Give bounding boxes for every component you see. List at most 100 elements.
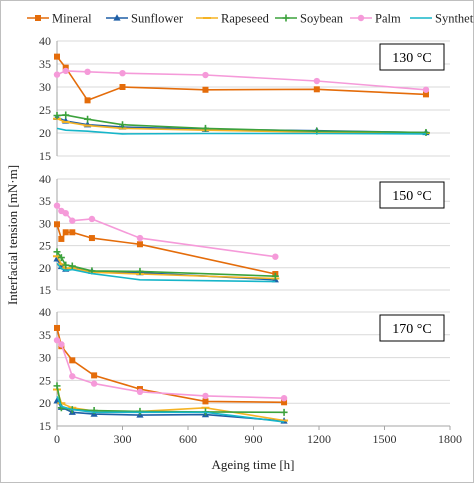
data-point <box>422 86 430 93</box>
series-line <box>56 56 427 102</box>
y-tick-label: 40 <box>39 34 51 48</box>
data-point <box>202 71 209 79</box>
data-point <box>119 84 126 90</box>
label-box <box>379 181 445 209</box>
y-tick-label: 15 <box>39 283 51 297</box>
data-point <box>119 121 126 129</box>
data-point <box>271 272 279 280</box>
series-line <box>56 262 276 283</box>
data-point <box>58 341 65 348</box>
y-tick-label: 20 <box>39 261 51 275</box>
x-tick-label: 900 <box>245 432 263 446</box>
panel-2: 15 20 25 30 35 40 150 °C <box>39 172 450 297</box>
legend: Mineral Sunflower Rapeseed Soybean Palm Synth… <box>27 12 474 26</box>
legend-label: Sunflower <box>131 12 184 26</box>
data-point <box>90 380 98 387</box>
series-synthetic <box>56 262 276 283</box>
label-text: 150 °C <box>392 189 431 204</box>
data-point <box>202 398 209 405</box>
data-point <box>202 86 209 93</box>
data-point <box>136 234 144 242</box>
data-point <box>54 221 60 228</box>
x-axis: 0 300 600 900 1200 1500 1800 <box>54 425 462 446</box>
y-tick-label: 25 <box>39 239 51 253</box>
data-point <box>62 209 69 217</box>
data-point <box>53 248 61 256</box>
y-tick-label: 15 <box>39 149 51 163</box>
panel-3: 15 20 25 30 35 40 170 °C <box>39 305 450 433</box>
data-point <box>62 111 70 119</box>
data-point <box>201 124 209 132</box>
data-point <box>136 388 144 395</box>
data-point <box>53 382 61 390</box>
label-text: 130 °C <box>392 51 431 66</box>
series-sunflower <box>53 255 279 283</box>
y-tick-label: 35 <box>39 194 51 208</box>
y-tick-label: 25 <box>39 103 51 117</box>
legend-marker <box>35 15 41 21</box>
x-tick-label: 0 <box>54 432 60 446</box>
data-point <box>62 229 69 236</box>
series-line <box>56 396 285 423</box>
data-point <box>280 408 288 416</box>
series-synthetic <box>56 127 427 135</box>
series-palm <box>53 337 288 402</box>
data-point <box>84 115 92 123</box>
series-line <box>56 205 276 258</box>
data-point <box>53 202 61 209</box>
data-point <box>69 357 76 364</box>
y-tick-label: 30 <box>39 351 51 365</box>
series-line <box>56 385 285 414</box>
y-tick-label: 20 <box>39 126 51 140</box>
data-point <box>136 241 143 248</box>
x-tick-label: 300 <box>114 432 132 446</box>
series-soybean <box>53 248 279 280</box>
y-tick-label: 40 <box>39 305 51 319</box>
series-line <box>56 339 285 399</box>
data-point <box>54 324 60 331</box>
series-synthetic <box>56 396 285 423</box>
y-tick-label: 20 <box>39 396 51 410</box>
legend-marker <box>113 14 121 21</box>
data-point <box>136 267 144 275</box>
data-point <box>280 394 288 402</box>
y-tick-label: 35 <box>39 57 51 71</box>
series-mineral <box>54 53 429 104</box>
x-tick-label: 1500 <box>373 432 397 446</box>
legend-marker <box>282 14 290 22</box>
data-point <box>88 215 96 223</box>
data-point <box>313 86 320 93</box>
data-point <box>53 337 61 344</box>
legend-label: Soybean <box>300 12 344 26</box>
y-tick-label: 35 <box>39 328 51 342</box>
data-point <box>53 112 61 120</box>
data-point <box>53 71 61 78</box>
data-point <box>58 235 65 242</box>
y-tick-label: 30 <box>39 80 51 94</box>
data-point <box>69 229 76 236</box>
data-point <box>272 253 279 260</box>
legend-item-rapeseed: Rapeseed <box>196 12 270 26</box>
y-axis-title: Interfacial tension [mN·m] <box>5 165 20 305</box>
y-tick-label: 40 <box>39 172 51 186</box>
legend-item-mineral: Mineral <box>27 12 92 26</box>
data-point <box>88 235 95 242</box>
data-point <box>54 53 60 60</box>
series-palm <box>53 202 279 260</box>
series-soybean <box>53 111 430 137</box>
panel-1: 15 20 25 30 35 40 130 °C <box>39 34 450 163</box>
legend-item-soybean: Soybean <box>275 12 344 26</box>
y-tick-label: 25 <box>39 373 51 387</box>
panel-temperature-label: 130 °C <box>379 43 445 71</box>
x-tick-label: 1200 <box>307 432 331 446</box>
label-box <box>379 43 445 71</box>
legend-marker <box>357 14 365 22</box>
series-palm <box>53 67 430 93</box>
data-point <box>119 70 126 77</box>
series-line <box>56 327 285 404</box>
data-point <box>136 407 144 415</box>
legend-label: Mineral <box>52 12 92 26</box>
data-point <box>62 67 69 75</box>
x-axis-title: Ageing time [h] <box>211 457 294 472</box>
